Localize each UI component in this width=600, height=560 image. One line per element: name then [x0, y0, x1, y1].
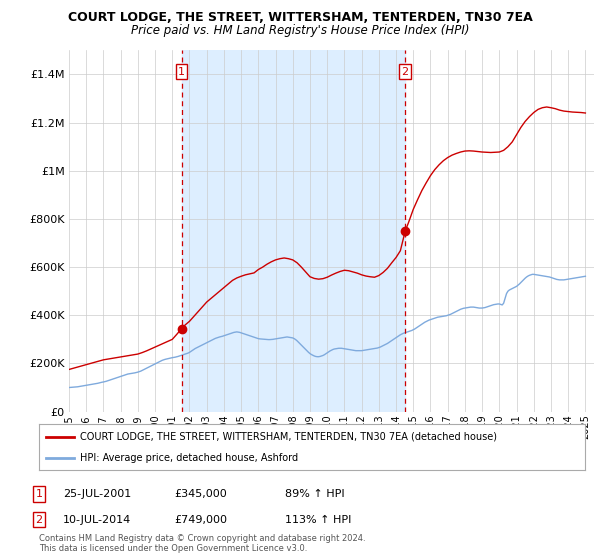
Text: £749,000: £749,000: [174, 515, 227, 525]
Text: This data is licensed under the Open Government Licence v3.0.: This data is licensed under the Open Gov…: [39, 544, 307, 553]
Text: Price paid vs. HM Land Registry's House Price Index (HPI): Price paid vs. HM Land Registry's House …: [131, 24, 469, 36]
Text: 2: 2: [35, 515, 43, 525]
Text: 10-JUL-2014: 10-JUL-2014: [63, 515, 131, 525]
Bar: [182, 50, 405, 412]
Text: 89% ↑ HPI: 89% ↑ HPI: [285, 489, 344, 499]
Text: COURT LODGE, THE STREET, WITTERSHAM, TENTERDEN, TN30 7EA (detached house): COURT LODGE, THE STREET, WITTERSHAM, TEN…: [80, 432, 497, 442]
Text: £345,000: £345,000: [174, 489, 227, 499]
Text: Contains HM Land Registry data © Crown copyright and database right 2024.: Contains HM Land Registry data © Crown c…: [39, 534, 365, 543]
Text: 1: 1: [35, 489, 43, 499]
Text: 113% ↑ HPI: 113% ↑ HPI: [285, 515, 352, 525]
Text: 25-JUL-2001: 25-JUL-2001: [63, 489, 131, 499]
Text: 2: 2: [401, 67, 409, 77]
Text: HPI: Average price, detached house, Ashford: HPI: Average price, detached house, Ashf…: [80, 453, 298, 463]
Text: 1: 1: [178, 67, 185, 77]
Text: COURT LODGE, THE STREET, WITTERSHAM, TENTERDEN, TN30 7EA: COURT LODGE, THE STREET, WITTERSHAM, TEN…: [68, 11, 532, 24]
